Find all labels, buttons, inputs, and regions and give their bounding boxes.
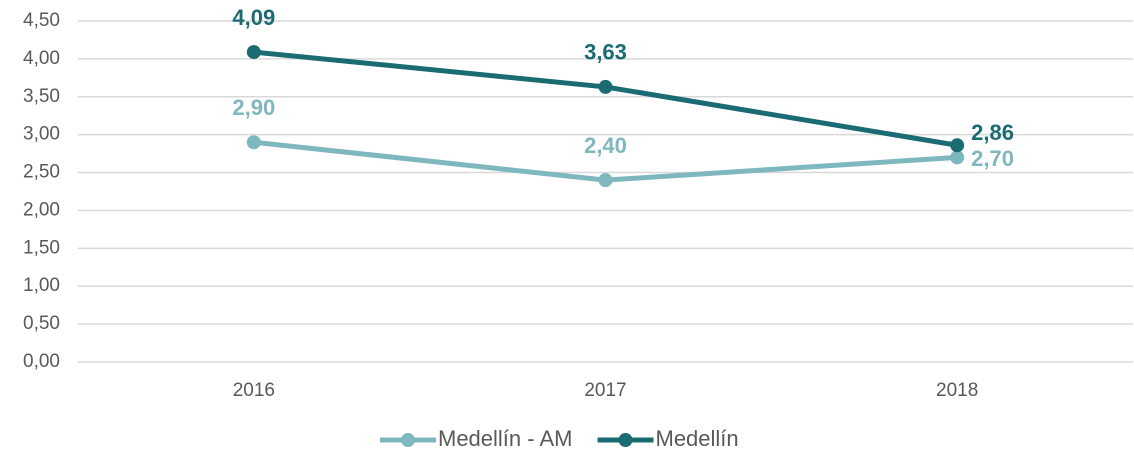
point (950, 138, 965, 153)
legend-marker (618, 433, 633, 447)
y-tick-label: 0,00 (23, 351, 60, 372)
point (598, 79, 613, 94)
value-label: 2,90 (232, 95, 275, 120)
value-label: 2,70 (971, 146, 1014, 171)
value-label: 4,09 (232, 5, 275, 30)
y-tick-label: 1,00 (23, 275, 60, 296)
y-tick-label: 3,00 (23, 124, 60, 145)
y-tick-label: 3,50 (23, 86, 60, 107)
y-tick-label: 2,50 (23, 162, 60, 183)
point (598, 173, 613, 188)
value-label: 2,86 (971, 120, 1014, 145)
legend-label: Medellín (656, 426, 739, 451)
value-label: 3,63 (584, 40, 627, 65)
legend-label: Medellín - AM (438, 426, 573, 451)
x-tick-label: 2016 (233, 380, 275, 401)
y-tick-label: 2,00 (23, 199, 60, 220)
point (950, 150, 965, 165)
x-tick-label: 2018 (936, 380, 978, 401)
x-tick-label: 2017 (584, 380, 626, 401)
y-tick-label: 4,00 (23, 48, 60, 69)
point (246, 135, 261, 150)
y-tick-label: 1,50 (23, 237, 60, 258)
legend-marker (401, 433, 415, 447)
value-label: 2,40 (584, 133, 627, 158)
y-tick-label: 4,50 (23, 10, 60, 31)
y-tick-label: 0,50 (23, 313, 60, 334)
point (246, 45, 261, 60)
line (253, 49, 958, 148)
